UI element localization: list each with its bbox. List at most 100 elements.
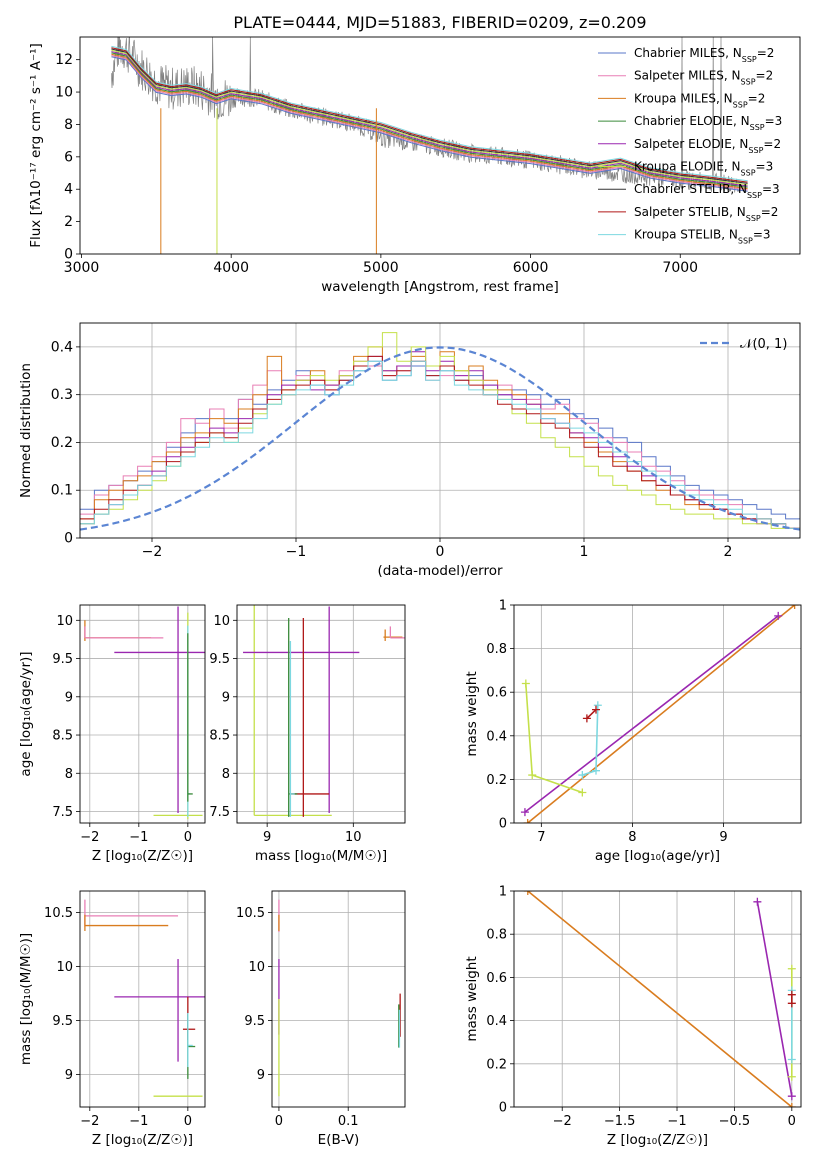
mass-vs-Z-ytick-label: 10.5 bbox=[44, 906, 73, 921]
legend-entry-3: Chabrier ELODIE, NSSP=3 bbox=[634, 114, 782, 132]
weight-vs-Z-marker bbox=[753, 897, 762, 906]
model-line-6 bbox=[111, 48, 748, 184]
mass-vs-ebv-panel: 0 0.1 9 9.5 10 10.5 E(B-V) bbox=[236, 890, 406, 1148]
weight-vs-Z-marker bbox=[787, 1092, 796, 1101]
spectrum-ytick-label: 2 bbox=[64, 214, 73, 230]
weight-vs-Z-xlabel: Z [log₁₀(Z/Z☉)] bbox=[607, 1132, 708, 1148]
age-vs-mass-xtick-label: 10 bbox=[345, 830, 362, 845]
mass-vs-Z-point-2 bbox=[114, 959, 205, 1062]
weight-vs-Z-panel: −2 −1.5 −1 −0.5 0 0 0.2 0.4 0.6 0.8 1 Z [log₁₀(Z/Z☉… bbox=[464, 885, 802, 1148]
weight-vs-Z-marker bbox=[523, 891, 532, 895]
mass-vs-ebv-ytick-label: 10.5 bbox=[236, 906, 265, 921]
weight-vs-Z-marker bbox=[787, 1103, 796, 1107]
legend-entry-5: Kroupa ELODIE, NSSP=3 bbox=[634, 160, 773, 178]
age-vs-Z-xtick-label: −1 bbox=[129, 830, 148, 845]
spectrum-xtick-label: 5000 bbox=[363, 260, 399, 276]
mass-vs-Z-ytick-label: 9 bbox=[65, 1068, 73, 1083]
weight-vs-age-marker bbox=[582, 714, 591, 723]
mass-vs-Z-point-1 bbox=[84, 914, 169, 931]
weight-vs-age-ytick-label: 0 bbox=[499, 817, 507, 832]
age-vs-Z-ytick-label: 8.5 bbox=[52, 729, 73, 744]
legend-entry-8: Kroupa STELIB, NSSP=3 bbox=[634, 228, 771, 246]
age-vs-Z-point-2 bbox=[114, 606, 205, 814]
residuals-xtick-label: −1 bbox=[286, 544, 307, 560]
age-vs-Z-point-6 bbox=[187, 633, 193, 802]
residuals-ytick-label: 0 bbox=[64, 531, 73, 547]
mass-vs-Z-point-0 bbox=[84, 899, 179, 927]
weight-vs-age-marker bbox=[528, 771, 537, 780]
model-line-7 bbox=[111, 47, 748, 183]
weight-vs-age-marker bbox=[578, 771, 587, 780]
spectrum-legend: Chabrier MILES, NSSP=2 Salpeter MILES, NS… bbox=[598, 46, 782, 245]
weight-vs-Z-marker bbox=[787, 1055, 796, 1064]
legend-entry-0: Chabrier MILES, NSSP=2 bbox=[634, 46, 774, 64]
mass-vs-ebv-xtick-label: 0.1 bbox=[338, 1114, 359, 1129]
spectrum-xtick-label: 3000 bbox=[64, 260, 100, 276]
weight-vs-age-xtick-label: 9 bbox=[719, 830, 727, 845]
weight-vs-Z-marker bbox=[787, 990, 796, 999]
spectrum-xlabel: wavelength [Angstrom, rest frame] bbox=[321, 279, 559, 295]
age-vs-mass-point-2 bbox=[290, 618, 330, 817]
weight-vs-Z-xtick-label: −0.5 bbox=[719, 1114, 751, 1129]
mass-vs-ebv-xtick-label: 0 bbox=[275, 1114, 283, 1129]
age-vs-Z-ytick-label: 7.5 bbox=[52, 805, 73, 820]
weight-vs-age-marker bbox=[520, 808, 529, 817]
legend-entry-7: Salpeter STELIB, NSSP=2 bbox=[634, 205, 778, 223]
spectrum-ytick-label: 0 bbox=[64, 247, 73, 263]
model-line-1 bbox=[111, 55, 748, 191]
age-vs-Z-ytick-label: 9.5 bbox=[52, 652, 73, 667]
weight-vs-Z-ytick-label: 0.4 bbox=[486, 1014, 507, 1029]
weight-vs-Z-line-1 bbox=[756, 901, 793, 1097]
weight-vs-age-xlabel: age [log₁₀(age/yr)] bbox=[595, 848, 720, 864]
weight-vs-Z-marker bbox=[787, 999, 796, 1008]
age-vs-mass-ytick-label: 8.5 bbox=[209, 729, 230, 744]
mass-vs-ebv-frame bbox=[271, 890, 406, 1108]
weight-vs-age-marker bbox=[790, 605, 799, 609]
mass-vs-ebv-plot-area bbox=[272, 891, 405, 1107]
age-vs-mass-frame bbox=[236, 604, 406, 824]
weight-vs-age-marker bbox=[521, 679, 530, 688]
age-vs-mass-point-4 bbox=[289, 640, 295, 817]
age-vs-mass-ytick-label: 7.5 bbox=[209, 805, 230, 820]
gaussian-legend-label: 𝒩(0, 1) bbox=[740, 337, 787, 352]
residuals-xtick-label: −2 bbox=[142, 544, 163, 560]
residuals-ytick-label: 0.3 bbox=[51, 387, 73, 403]
residuals-panel: −2 −1 0 1 2 0 0.1 0.2 0.3 0.4 (data-model)/error No… bbox=[18, 322, 801, 579]
residual-histogram-6 bbox=[80, 360, 800, 529]
residuals-xtick-label: 0 bbox=[436, 544, 445, 560]
mass-vs-Z-xtick-label: −2 bbox=[80, 1114, 99, 1129]
age-vs-Z-frame bbox=[79, 604, 206, 824]
legend-entry-4: Salpeter ELODIE, NSSP=2 bbox=[634, 137, 781, 155]
age-vs-mass-ytick-label: 8 bbox=[222, 767, 230, 782]
weight-vs-age-ytick-label: 0.4 bbox=[486, 729, 507, 744]
weight-vs-age-ytick-label: 0.2 bbox=[486, 773, 507, 788]
age-vs-Z-ytick-label: 10 bbox=[56, 614, 73, 629]
age-vs-mass-point-0 bbox=[253, 605, 332, 817]
weight-vs-Z-line-0 bbox=[527, 891, 793, 1107]
age-vs-mass-ytick-label: 10 bbox=[213, 614, 230, 629]
age-vs-Z-panel: −2 −1 0 7.5 8 8.5 9 9.5 10 Z [log₁₀(Z/Z☉)] age [lo… bbox=[18, 604, 206, 864]
weight-vs-Z-xtick-label: −1.5 bbox=[604, 1114, 636, 1129]
mass-vs-Z-point-3 bbox=[182, 996, 196, 1041]
weight-vs-Z-plot-area bbox=[514, 891, 801, 1107]
weight-vs-Z-frame bbox=[513, 890, 802, 1108]
spectrum-ytick-label: 10 bbox=[55, 85, 73, 101]
mass-vs-ebv-xlabel: E(B-V) bbox=[318, 1132, 360, 1148]
weight-vs-Z-marker bbox=[787, 1072, 796, 1081]
age-vs-Z-plot-area bbox=[80, 605, 205, 823]
weight-vs-Z-marker bbox=[787, 964, 796, 973]
model-line-8 bbox=[111, 45, 748, 182]
weight-vs-age-xtick-label: 8 bbox=[628, 830, 636, 845]
mass-vs-Z-xlabel: Z [log₁₀(Z/Z☉)] bbox=[92, 1132, 193, 1148]
weight-vs-age-panel: 7 8 9 0 0.2 0.4 0.6 0.8 1 age [log₁₀(age/yr)] mass… bbox=[464, 599, 802, 864]
mass-vs-ebv-ytick-label: 9.5 bbox=[244, 1014, 265, 1029]
mass-vs-Z-xtick-label: −1 bbox=[129, 1114, 148, 1129]
residuals-frame bbox=[79, 322, 801, 539]
spectrum-ylabel: Flux [fλ10⁻¹⁷ erg cm⁻² s⁻¹ A⁻¹] bbox=[28, 43, 44, 248]
weight-vs-age-line-2 bbox=[525, 683, 583, 794]
weight-vs-Z-xtick-label: 0 bbox=[788, 1114, 796, 1129]
spectrum-plot-area bbox=[111, 37, 748, 254]
legend-entry-1: Salpeter MILES, NSSP=2 bbox=[634, 69, 773, 87]
spectrum-ytick-label: 8 bbox=[64, 117, 73, 133]
residuals-plot-area bbox=[80, 323, 800, 538]
